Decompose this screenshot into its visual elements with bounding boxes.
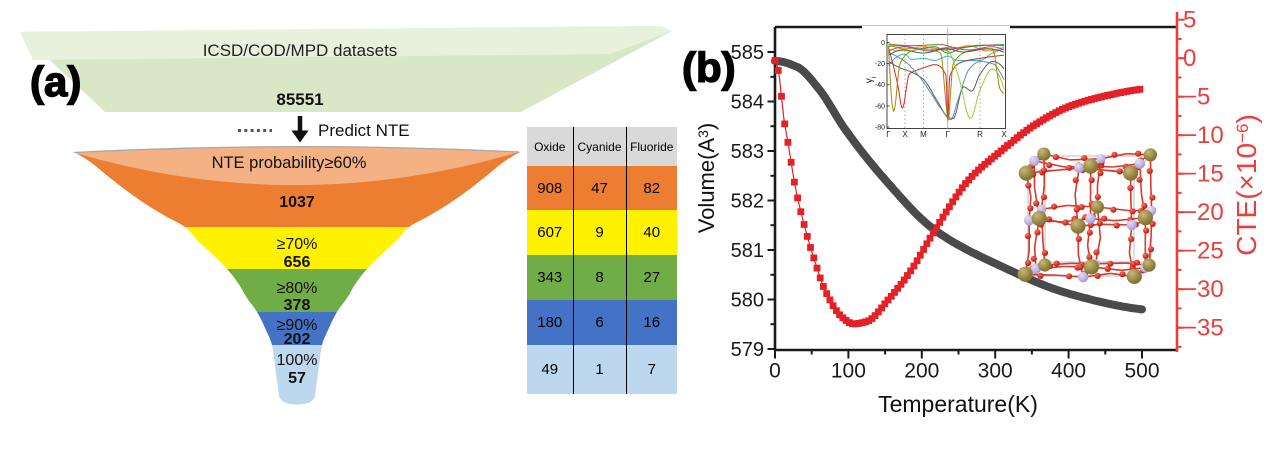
svg-text:100: 100	[831, 360, 866, 383]
svg-text:M: M	[920, 130, 927, 139]
svg-text:R: R	[977, 130, 983, 139]
svg-text:Γ: Γ	[945, 130, 950, 139]
svg-text:200: 200	[904, 360, 939, 383]
svg-text:583: 583	[731, 141, 764, 163]
svg-text:X: X	[902, 130, 908, 139]
svg-text:500: 500	[1124, 360, 1159, 383]
svg-text:−15: −15	[1183, 161, 1224, 188]
svg-text:-80: -80	[875, 125, 885, 132]
svg-text:−30: −30	[1183, 276, 1224, 303]
svg-text:5: 5	[1183, 7, 1196, 34]
svg-text:Γ: Γ	[886, 130, 891, 139]
svg-text:−35: −35	[1183, 315, 1224, 342]
svg-text:580: 580	[731, 290, 764, 312]
svg-text:579: 579	[731, 339, 764, 361]
svg-text:0: 0	[769, 360, 781, 383]
svg-text:0: 0	[1183, 45, 1196, 72]
svg-text:582: 582	[731, 191, 764, 213]
svg-text:300: 300	[978, 360, 1013, 383]
svg-text:400: 400	[1051, 360, 1086, 383]
svg-text:−5: −5	[1183, 84, 1210, 111]
svg-text:-40: -40	[875, 82, 885, 89]
svg-text:0: 0	[881, 40, 885, 47]
svg-text:-60: -60	[875, 103, 885, 110]
svg-text:−25: −25	[1183, 238, 1224, 265]
svg-text:X: X	[1001, 130, 1007, 139]
svg-text:−10: −10	[1183, 122, 1224, 149]
svg-text:-20: -20	[875, 61, 885, 68]
svg-text:584: 584	[731, 92, 764, 114]
svg-text:−20: −20	[1183, 199, 1224, 226]
svg-text:581: 581	[731, 240, 764, 262]
